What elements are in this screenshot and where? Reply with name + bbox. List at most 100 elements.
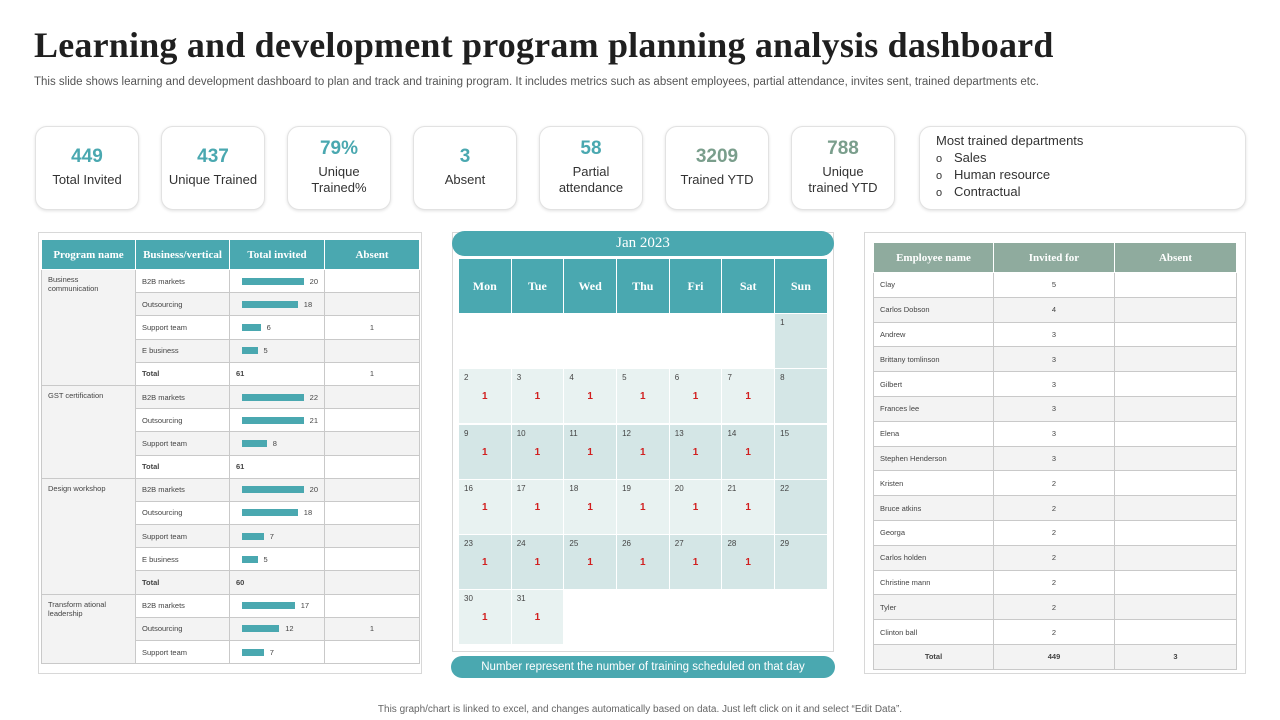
invited-bar	[242, 602, 295, 610]
table-row: Andrew 3	[873, 321, 1237, 348]
invited-for: 3	[993, 346, 1115, 373]
table-row: Design workshop B2B markets 20	[41, 477, 420, 595]
training-count: 1	[534, 501, 541, 513]
day-number: 17	[516, 483, 526, 493]
calendar-empty-cell	[722, 590, 774, 645]
training-count: 1	[745, 556, 751, 568]
invited-for: 2	[993, 594, 1115, 621]
calendar-grid: Mon Tue Wed Thu Fri Sat Sun 1 2 1 3 1 4 1 5 1 6 1 7 1 8 9 1 10 1…	[459, 259, 827, 645]
table-row: Christine mann 2	[873, 569, 1237, 596]
employee-name: Tyler	[873, 594, 994, 621]
department-label: Sales	[954, 150, 987, 165]
invited-for: 2	[993, 619, 1115, 645]
invited-bar	[242, 532, 264, 540]
employee-name: Stephen Henderson	[873, 445, 994, 472]
invited-value: 18	[303, 299, 313, 309]
table-row: E business 5	[42, 547, 420, 572]
total-invited-cell: 12	[229, 616, 325, 642]
business-vertical: Support team	[135, 315, 230, 340]
absent-cell	[324, 639, 420, 665]
calendar-day-cell: 21 1	[722, 479, 774, 534]
kpi-label: Absent	[444, 172, 486, 188]
column-header: Absent	[324, 239, 420, 270]
total-invited-cell: 61	[229, 454, 325, 479]
table-row: Total 61	[42, 454, 420, 479]
calendar-empty-cell	[669, 314, 722, 369]
bullet-icon: o	[936, 187, 943, 199]
absent-cell	[324, 431, 420, 456]
calendar-month-header: Jan 2023	[452, 231, 834, 256]
training-count: 1	[481, 556, 488, 568]
total-invited-cell: 18	[229, 500, 325, 526]
calendar-day-cell: 29	[775, 534, 827, 589]
training-count: 1	[745, 446, 751, 458]
invited-value: 5	[263, 346, 268, 356]
training-count: 1	[481, 612, 488, 624]
calendar-day-cell: 26 1	[617, 534, 669, 589]
table-row: Clay 5	[873, 272, 1237, 298]
bar-cell: 21	[236, 416, 318, 425]
day-number: 2	[464, 373, 469, 383]
employee-name: Andrew	[873, 321, 994, 348]
calendar-day-cell: 12 1	[617, 424, 669, 479]
calendar-day-cell: 24 1	[511, 534, 564, 589]
total-invited-cell: 21	[229, 408, 325, 433]
invited-value: 18	[303, 508, 313, 518]
calendar-empty-cell	[617, 590, 669, 645]
employee-name: Brittany tomlinson	[873, 346, 994, 373]
invited-for: 449	[993, 643, 1115, 670]
table-row: Frances lee 3	[873, 395, 1237, 422]
total-invited-cell: 7	[229, 639, 325, 665]
business-vertical: Outsourcing	[135, 408, 230, 433]
total-value: 61	[236, 369, 245, 379]
business-vertical: Support team	[135, 639, 230, 665]
column-header: Employee name	[873, 242, 994, 273]
day-number: 7	[727, 373, 732, 383]
invited-for: 3	[993, 445, 1115, 472]
day-number: 25	[569, 538, 579, 548]
bar-cell: 6	[236, 323, 318, 332]
invited-value: 22	[309, 392, 318, 402]
table-row: Georga 2	[873, 519, 1237, 546]
calendar-day-cell: 17 1	[511, 479, 564, 534]
invited-value: 20	[309, 276, 318, 286]
absent-cell	[324, 570, 420, 595]
invited-for: 3	[993, 420, 1115, 447]
kpi-label: Trained YTD	[680, 172, 754, 188]
department-label: Contractual	[954, 184, 1021, 199]
column-header: Total invited	[229, 239, 325, 270]
employee-name: Elena	[873, 420, 994, 447]
invited-for: 3	[993, 395, 1115, 422]
calendar-empty-cell	[669, 590, 722, 645]
training-count: 1	[640, 391, 646, 403]
kpi-label: Total Invited	[52, 172, 122, 188]
absent-cell	[324, 384, 420, 410]
business-vertical: Support team	[135, 431, 230, 456]
invited-bar	[242, 323, 261, 331]
day-number: 8	[780, 373, 785, 383]
day-number: 15	[780, 428, 790, 438]
total-invited-cell: 61	[229, 361, 325, 386]
invited-bar	[242, 555, 258, 563]
absent-cell	[1114, 346, 1237, 373]
absent-cell	[1114, 519, 1237, 546]
employee-table: Employee name Invited for Absent Clay 5 Carl…	[873, 242, 1237, 670]
absent-cell: 1	[324, 361, 420, 386]
departments-list: o Sales o Human resource o Contractual	[936, 150, 1229, 201]
business-vertical: Outsourcing	[135, 500, 230, 526]
day-of-week-header: Fri	[669, 259, 722, 313]
calendar-empty-cell	[775, 590, 827, 645]
footer-note: This graph/chart is linked to excel, and…	[377, 704, 903, 715]
business-vertical: E business	[135, 547, 230, 572]
training-count: 1	[640, 556, 646, 568]
absent-cell	[1114, 594, 1237, 621]
table-row: Support team 8	[42, 431, 420, 456]
total-invited-cell: 5	[229, 547, 325, 572]
absent-cell: 3	[1114, 643, 1237, 670]
bar-cell: 20	[236, 485, 318, 494]
departments-heading: Most trained departments	[936, 133, 1084, 148]
invited-bar	[242, 277, 304, 285]
